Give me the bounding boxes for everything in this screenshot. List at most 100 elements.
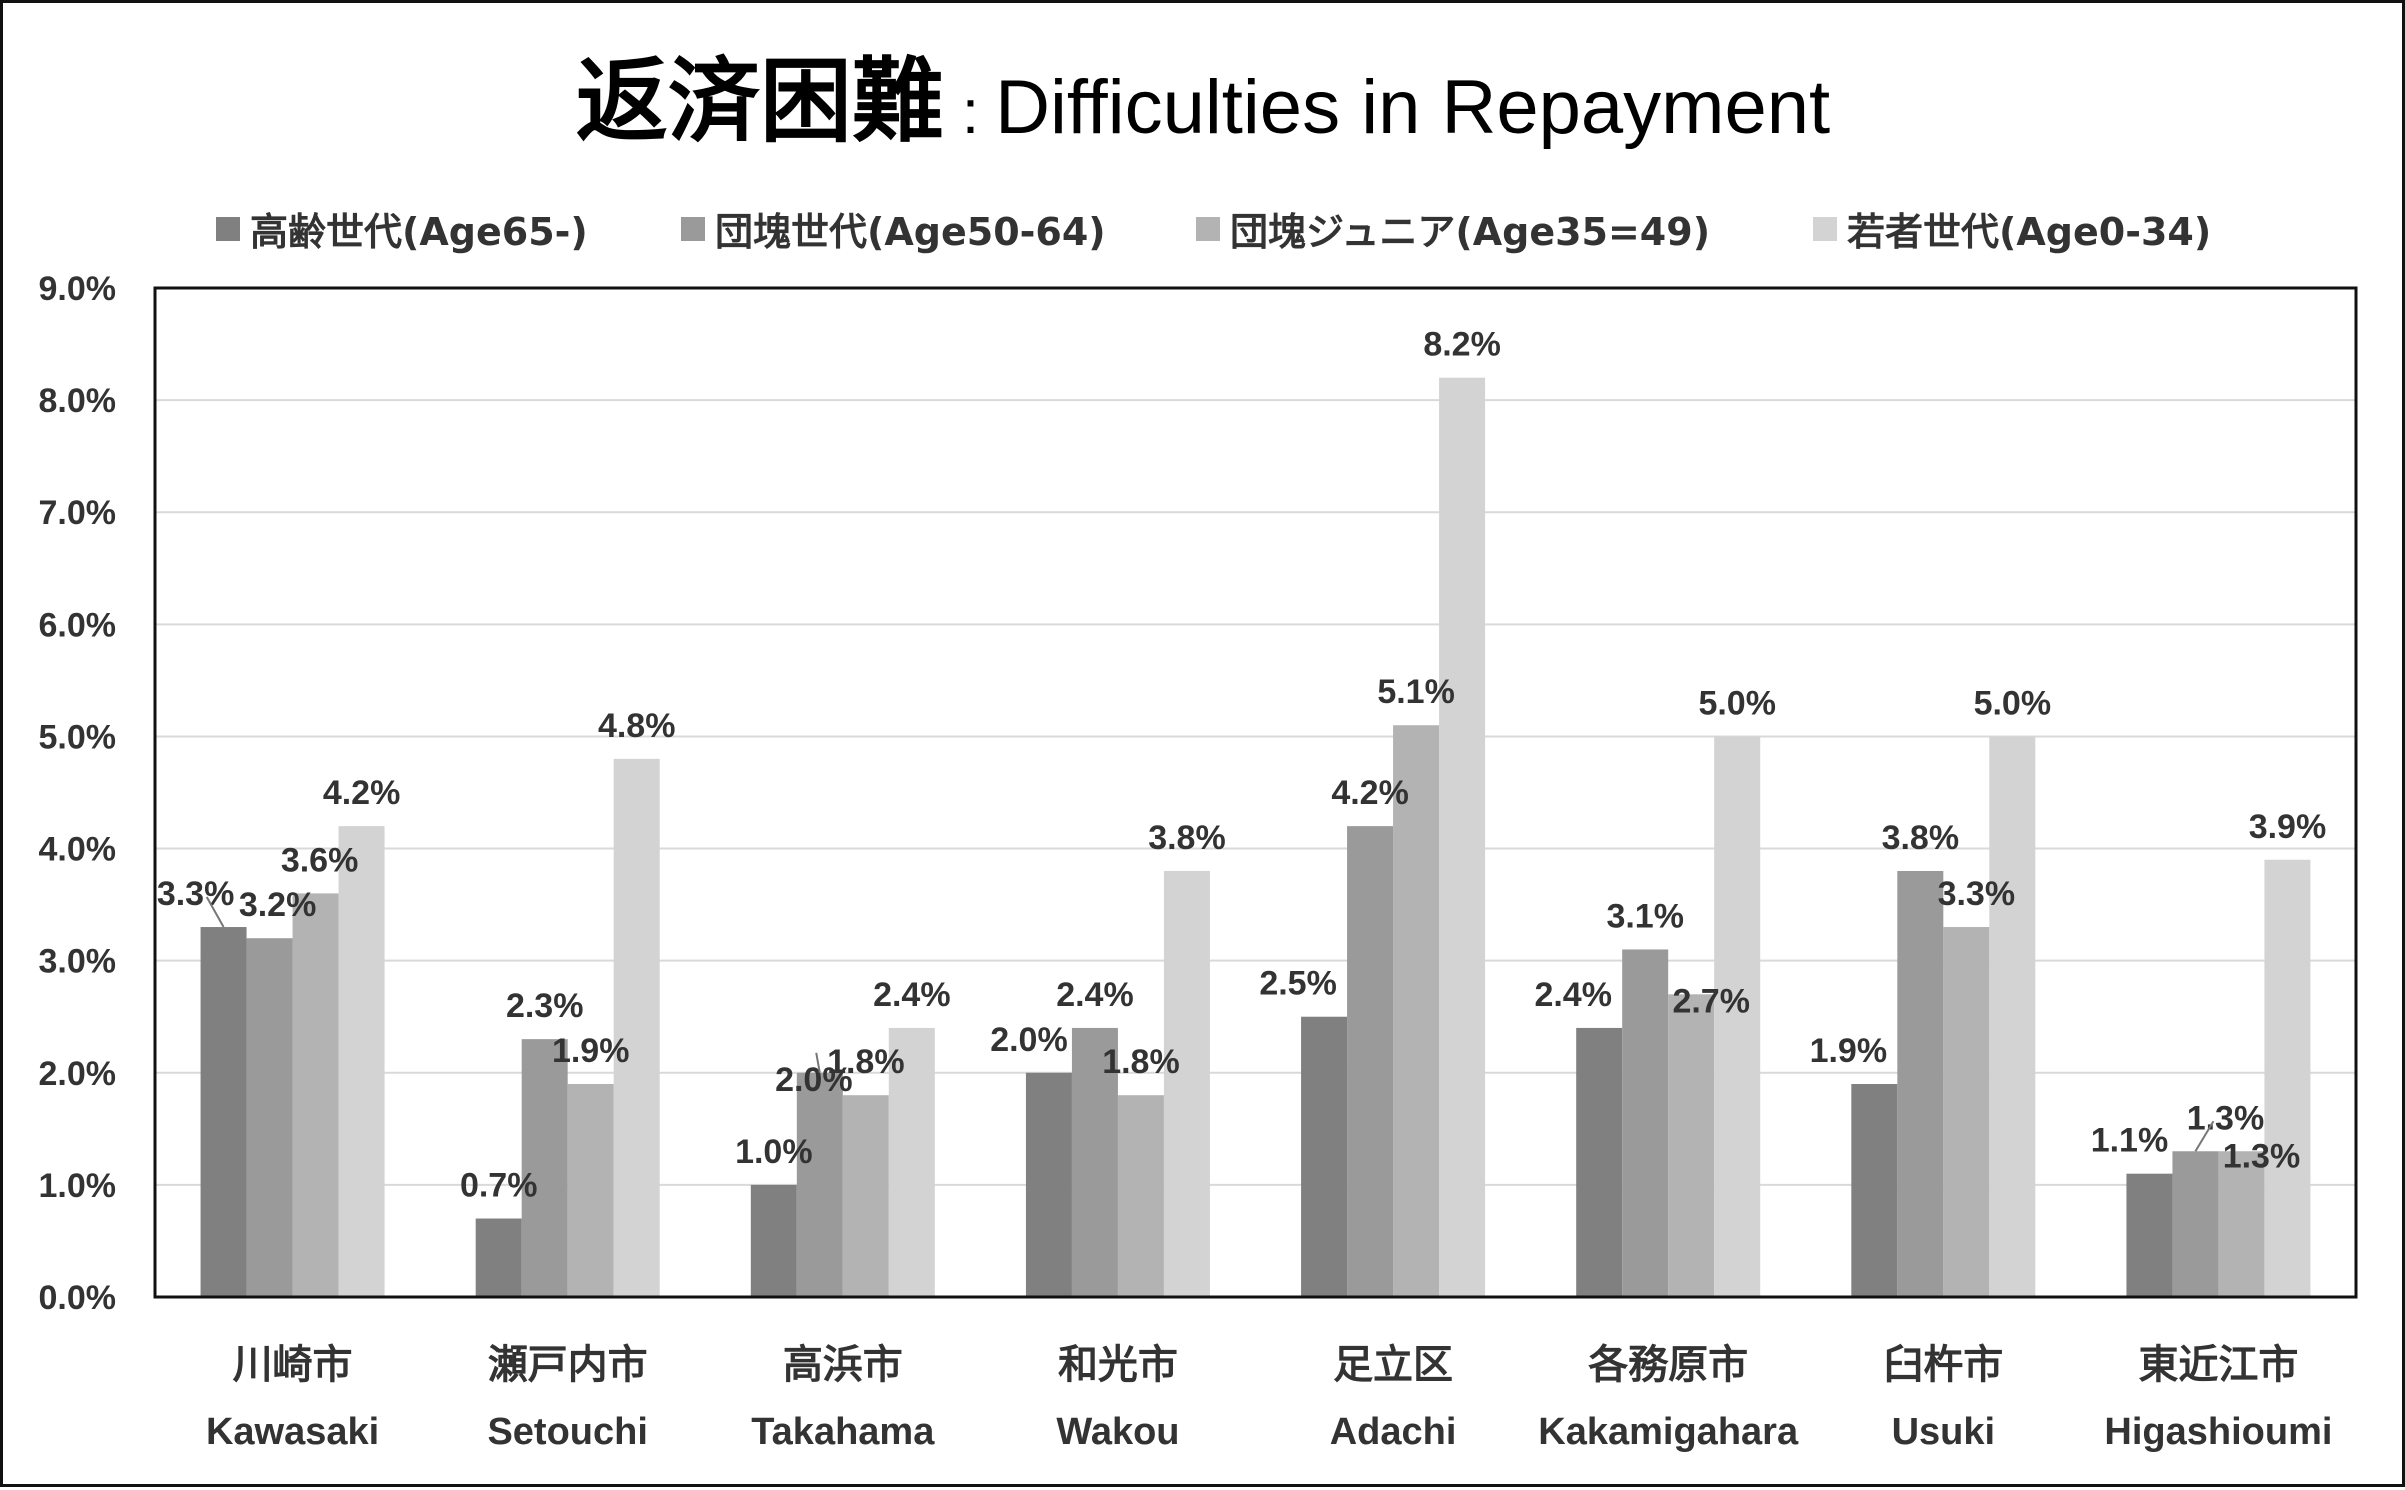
data-label-8-4: 3.9%: [2249, 808, 2327, 846]
data-label-2-1: 0.7%: [460, 1167, 538, 1205]
category-label-jp-3: 高浜市: [783, 1342, 903, 1388]
data-label-4-1: 2.0%: [990, 1021, 1068, 1059]
data-label-4-4: 3.8%: [1148, 819, 1226, 857]
chart-title-jp: 返済困難: [576, 48, 944, 155]
data-label-7-3: 3.3%: [1938, 875, 2016, 913]
bar-4-4: [1163, 870, 1210, 1297]
chart-title-en: Difficulties in Repayment: [995, 65, 1830, 150]
bar-4-2: [1071, 1027, 1118, 1297]
category-label-en-6: Kakamigahara: [1538, 1411, 1799, 1453]
y-tick-label: 0.0%: [39, 1279, 117, 1317]
leader-line: [815, 1052, 821, 1073]
bar-3-3: [842, 1095, 889, 1297]
data-label-1-3: 3.6%: [281, 841, 359, 879]
bar-7-3: [1943, 927, 1990, 1297]
data-label-5-1: 2.5%: [1259, 965, 1337, 1003]
data-labels: 3.3% 3.2%3.6%4.2%0.7%2.3%1.9%4.8%1.0%2.0%…: [157, 326, 2326, 1205]
bar-6-3: [1668, 994, 1715, 1297]
bar-5-4: [1439, 377, 1486, 1297]
y-tick-label: 7.0%: [39, 494, 117, 532]
data-label-3-3: 1.8%: [827, 1043, 905, 1081]
bar-2-3: [567, 1083, 614, 1297]
data-label-8-2: 1.3%: [2187, 1099, 2265, 1137]
bar-7-1: [1851, 1083, 1898, 1297]
bar-1-1: [200, 927, 247, 1297]
data-label-8-1: 1.1%: [2091, 1122, 2169, 1160]
bar-6-1: [1576, 1027, 1623, 1297]
data-label-1-1: 3.3%: [157, 875, 235, 913]
legend-swatch-4: [1813, 217, 1837, 241]
y-tick-label: 6.0%: [39, 606, 117, 644]
data-label-1-2: 3.2%: [239, 886, 317, 924]
data-label-3-1: 1.0%: [735, 1133, 813, 1171]
bar-1-3: [292, 893, 339, 1297]
category-label-en-5: Adachi: [1330, 1411, 1457, 1453]
y-tick-label: 2.0%: [39, 1055, 117, 1093]
category-label-en-7: Usuki: [1892, 1411, 1995, 1453]
legend-swatch-3: [1196, 217, 1220, 241]
y-tick-label: 4.0%: [39, 831, 117, 869]
data-label-6-1: 2.4%: [1534, 976, 1612, 1014]
data-label-4-3: 1.8%: [1102, 1043, 1180, 1081]
bar-1-4: [338, 826, 385, 1297]
bar-5-1: [1301, 1016, 1348, 1297]
bar-1-2: [246, 938, 293, 1297]
bar-5-3: [1393, 725, 1440, 1297]
data-label-1-4: 4.2%: [323, 774, 401, 812]
data-label-2-3: 1.9%: [552, 1032, 630, 1070]
bar-6-4: [1714, 736, 1761, 1297]
chart: 返済困難: Difficulties in Repayment 高齢世代(Age6…: [39, 48, 2358, 1453]
bar-2-1: [475, 1218, 522, 1297]
data-label-2-2: 2.3%: [506, 987, 584, 1025]
plot-area-border: [153, 286, 2358, 1299]
category-label-en-2: Setouchi: [487, 1411, 647, 1453]
bar-2-2: [521, 1039, 568, 1297]
data-label-5-3: 5.1%: [1377, 673, 1455, 711]
category-label-jp-2: 瀬戸内市: [488, 1342, 648, 1388]
chart-title: 返済困難: Difficulties in Repayment: [576, 48, 1830, 155]
legend-label-1: 高齢世代(Age65-): [250, 210, 588, 254]
data-label-5-2: 4.2%: [1331, 774, 1409, 812]
legend-label-4: 若者世代(Age0-34): [1847, 210, 2211, 254]
x-axis-categories: 川崎市 Kawasaki 瀬戸内市 Setouchi 高浜市 Takahama 和光市 Wak…: [206, 1342, 2333, 1453]
legend: 高齢世代(Age65-) 団塊世代(Age50-64) 団塊ジュニア(Age35=4…: [216, 210, 2211, 254]
category-label-jp-1: 川崎市: [233, 1342, 353, 1388]
category-label-jp-5: 足立区: [1333, 1342, 1453, 1388]
category-label-en-4: Wakou: [1056, 1411, 1179, 1453]
data-label-7-2: 3.8%: [1882, 819, 1960, 857]
bar-4-3: [1117, 1095, 1164, 1297]
bar-3-1: [750, 1184, 797, 1297]
data-label-6-2: 3.1%: [1606, 897, 1684, 935]
data-label-8-3: 1.3%: [2223, 1137, 2301, 1175]
y-axis-ticks: 0.0% 1.0% 2.0% 3.0% 4.0% 5.0% 6.0% 7.0% 8.0% 9.0%: [39, 270, 117, 1317]
y-tick-label: 8.0%: [39, 382, 117, 420]
y-tick-label: 3.0%: [39, 943, 117, 981]
bar-2-4: [613, 758, 660, 1297]
legend-label-3: 団塊ジュニア(Age35=49): [1230, 210, 1710, 254]
bar-7-4: [1989, 736, 2036, 1297]
data-label-2-4: 4.8%: [598, 707, 676, 745]
category-label-en-8: Higashioumi: [2104, 1411, 2332, 1453]
axes: [153, 286, 2358, 1299]
data-label-6-3: 2.7%: [1672, 982, 1750, 1020]
data-label-3-2: 2.0%: [775, 1061, 853, 1099]
bar-8-4: [2264, 859, 2311, 1297]
data-label-4-2: 2.4%: [1056, 976, 1134, 1014]
y-tick-label: 1.0%: [39, 1167, 117, 1205]
leader-line: [205, 896, 225, 928]
category-label-jp-6: 各務原市: [1588, 1342, 1748, 1388]
bar-8-3: [2218, 1151, 2265, 1297]
category-label-jp-8: 東近江市: [2138, 1342, 2298, 1388]
category-label-jp-4: 和光市: [1058, 1342, 1178, 1388]
bar-5-2: [1347, 826, 1394, 1297]
bar-7-2: [1897, 870, 1944, 1297]
data-label-3-4: 2.4%: [873, 976, 951, 1014]
category-label-en-3: Takahama: [751, 1411, 935, 1453]
bar-3-2: [796, 1072, 843, 1297]
data-label-7-1: 1.9%: [1810, 1032, 1888, 1070]
chart-title-separator: :: [962, 78, 979, 147]
data-label-7-4: 5.0%: [1974, 684, 2052, 722]
y-tick-label: 9.0%: [39, 270, 117, 308]
legend-swatch-2: [681, 217, 705, 241]
